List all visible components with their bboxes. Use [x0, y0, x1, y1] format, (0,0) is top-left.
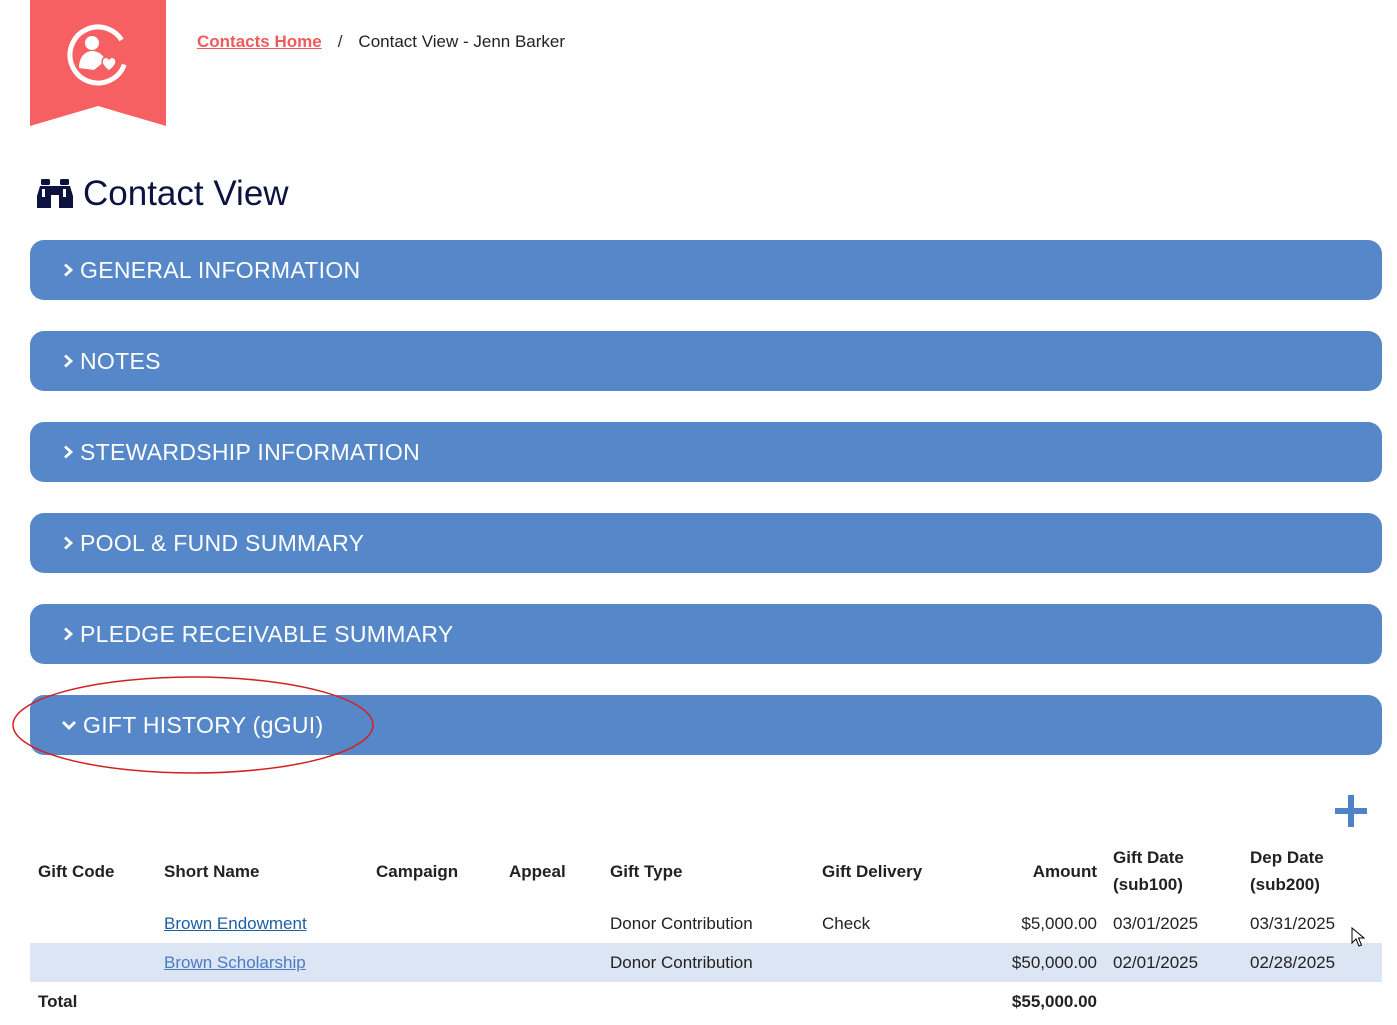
- section-label: PLEDGE RECEIVABLE SUMMARY: [80, 620, 454, 647]
- page-title-text: Contact View: [83, 174, 289, 213]
- gift-history-table: Gift Code Short Name Campaign Appeal Gif…: [30, 838, 1382, 1021]
- short-name-link[interactable]: Brown Endowment: [164, 913, 307, 933]
- section-label: GENERAL INFORMATION: [80, 256, 361, 283]
- section-pool-fund-summary[interactable]: POOL & FUND SUMMARY: [30, 513, 1382, 573]
- cell-campaign: [368, 943, 501, 982]
- cell-gift-delivery: [814, 943, 957, 982]
- section-label: NOTES: [80, 347, 161, 374]
- cell-gift-code: [30, 943, 156, 982]
- section-general-information[interactable]: GENERAL INFORMATION: [30, 240, 1382, 300]
- table-row: Brown Scholarship Donor Contribution $50…: [30, 943, 1382, 982]
- section-stewardship-information[interactable]: STEWARDSHIP INFORMATION: [30, 422, 1382, 482]
- section-label: STEWARDSHIP INFORMATION: [80, 438, 420, 465]
- table-header-row: Gift Code Short Name Campaign Appeal Gif…: [30, 838, 1382, 904]
- cell-gift-code: [30, 904, 156, 943]
- table-row: Brown Endowment Donor Contribution Check…: [30, 904, 1382, 943]
- total-amount: $55,000.00: [1011, 991, 1097, 1011]
- section-pledge-receivable-summary[interactable]: PLEDGE RECEIVABLE SUMMARY: [30, 604, 1382, 664]
- cell-gift-type: Donor Contribution: [602, 943, 814, 982]
- page-title: Contact View: [37, 174, 289, 214]
- col-gift-code[interactable]: Gift Code: [38, 861, 115, 881]
- col-gift-type[interactable]: Gift Type: [610, 861, 683, 881]
- mouse-pointer-icon: [1351, 927, 1365, 947]
- chevron-down-icon: [62, 721, 76, 730]
- binoculars-icon: [37, 179, 73, 208]
- cell-appeal: [501, 904, 602, 943]
- section-label: GIFT HISTORY (gGUI): [83, 711, 324, 738]
- col-gift-delivery[interactable]: Gift Delivery: [822, 861, 923, 881]
- col-campaign[interactable]: Campaign: [376, 861, 459, 881]
- chevron-right-icon: [64, 354, 74, 368]
- col-gift-date-line2: (sub100): [1113, 875, 1183, 894]
- plus-icon: [1335, 795, 1367, 827]
- cell-gift-type: Donor Contribution: [610, 913, 753, 933]
- cell-dep-date: 03/31/2025: [1250, 913, 1336, 933]
- table-total-row: Total $55,000.00: [30, 982, 1382, 1021]
- cell-campaign: [368, 904, 501, 943]
- cell-gift-date: 02/01/2025: [1105, 943, 1242, 982]
- contact-heart-logo-icon: [30, 0, 166, 126]
- cell-gift-delivery: Check: [822, 913, 871, 933]
- col-gift-date[interactable]: Gift Date (sub100): [1105, 838, 1242, 904]
- breadcrumb: Contacts Home / Contact View - Jenn Bark…: [197, 32, 565, 52]
- breadcrumb-current: Contact View - Jenn Barker: [358, 32, 566, 51]
- chevron-right-icon: [64, 627, 74, 641]
- short-name-link[interactable]: Brown Scholarship: [164, 952, 306, 972]
- cell-dep-date: 02/28/2025: [1242, 943, 1382, 982]
- cell-amount: $5,000.00: [1021, 913, 1097, 933]
- total-label: Total: [38, 991, 78, 1011]
- col-dep-date[interactable]: Dep Date (sub200): [1242, 838, 1382, 904]
- breadcrumb-separator: /: [337, 32, 343, 51]
- breadcrumb-contacts-home-link[interactable]: Contacts Home: [197, 32, 322, 51]
- col-short-name[interactable]: Short Name: [164, 861, 260, 881]
- add-gift-button[interactable]: [1333, 794, 1369, 828]
- col-gift-date-line1: Gift Date: [1113, 848, 1184, 867]
- section-notes[interactable]: NOTES: [30, 331, 1382, 391]
- cell-amount: $50,000.00: [957, 943, 1105, 982]
- col-dep-date-line1: Dep Date: [1250, 848, 1324, 867]
- app-logo[interactable]: [30, 0, 166, 126]
- cell-appeal: [501, 943, 602, 982]
- chevron-right-icon: [64, 263, 74, 277]
- cell-gift-date: 03/01/2025: [1113, 913, 1199, 933]
- section-gift-history[interactable]: GIFT HISTORY (gGUI): [30, 695, 1382, 755]
- chevron-right-icon: [64, 536, 74, 550]
- col-appeal[interactable]: Appeal: [509, 861, 566, 881]
- col-dep-date-line2: (sub200): [1250, 875, 1320, 894]
- chevron-right-icon: [64, 445, 74, 459]
- section-label: POOL & FUND SUMMARY: [80, 529, 365, 556]
- col-amount[interactable]: Amount: [1032, 861, 1097, 881]
